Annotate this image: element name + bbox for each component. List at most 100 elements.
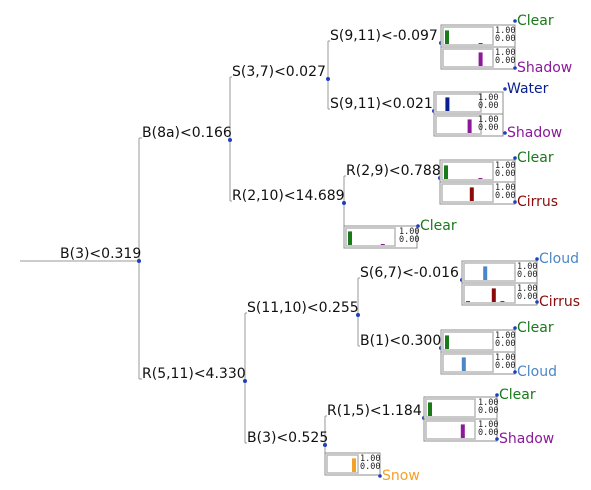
- histogram-bar: [352, 458, 356, 472]
- scale-min-label: 0.00: [495, 191, 515, 201]
- leaf-dot: [495, 393, 499, 397]
- node-dot: [243, 379, 247, 383]
- leaf-class-label: Shadow: [507, 125, 562, 141]
- split-label: B(1)<0.300: [360, 333, 441, 349]
- scale-max-label: 1.00: [495, 331, 515, 341]
- split-label: R(2,9)<0.788: [346, 163, 441, 179]
- leaf-dot: [535, 257, 539, 261]
- leaf-class-label: Water: [507, 81, 549, 97]
- histogram-bar: [348, 231, 352, 245]
- leaf-dot: [513, 200, 517, 204]
- scale-min-label: 0.00: [478, 406, 498, 416]
- histogram-bar: [445, 335, 449, 349]
- scale-max-label: 1.00: [495, 26, 515, 36]
- histogram-bar: [445, 30, 449, 44]
- histogram-plot: [435, 115, 482, 135]
- histogram-plot: [442, 48, 494, 68]
- split-label: R(5,11)<4.330: [142, 366, 246, 382]
- leaf-dot: [378, 474, 382, 478]
- histogram-bar: [428, 402, 432, 416]
- scale-max-label: 1.00: [495, 48, 515, 58]
- histogram-plot: [441, 183, 494, 203]
- node-dot: [228, 138, 232, 142]
- split-label: S(9,11)<-0.097: [330, 28, 438, 44]
- leaf-class-label: Clear: [420, 218, 457, 234]
- scale-min-label: 0.00: [478, 101, 498, 111]
- scale-max-label: 1.00: [495, 161, 515, 171]
- leaf-class-label: Shadow: [499, 431, 554, 447]
- split-label: R(1,5)<1.184: [327, 403, 422, 419]
- histogram-plot: [463, 284, 516, 304]
- scale-max-label: 1.00: [517, 262, 537, 272]
- leaf-node: 1.000.00 Shadow: [433, 113, 562, 141]
- scale-max-label: 1.00: [495, 353, 515, 363]
- leaf-dot: [503, 87, 507, 91]
- histogram-plot: [442, 331, 494, 351]
- histogram-plot: [463, 262, 516, 282]
- leaf-class-label: Cirrus: [539, 294, 580, 310]
- node-dot: [137, 259, 141, 263]
- leaf-node: 1.000.00 Shadow: [423, 418, 554, 447]
- histogram-plot: [442, 26, 494, 46]
- leaf-node: 1.000.00 Cirrus: [439, 181, 558, 210]
- scale-min-label: 0.00: [495, 339, 515, 349]
- scale-min-label: 0.00: [399, 235, 419, 245]
- histogram-bar: [483, 266, 488, 280]
- leaf-class-label: Clear: [517, 320, 554, 336]
- scale-max-label: 1.00: [478, 398, 498, 408]
- histogram-bar: [469, 187, 474, 201]
- split-label: S(9,11)<0.021: [330, 96, 433, 112]
- leaf-dot: [535, 300, 539, 304]
- node-dot: [323, 443, 327, 447]
- leaf-node: 1.000.00 Cirrus: [461, 282, 580, 310]
- node-dot: [326, 77, 330, 81]
- histogram-bar: [478, 52, 483, 66]
- histogram-plot: [345, 227, 396, 247]
- leaf-dot: [513, 370, 517, 374]
- histogram-bar: [466, 301, 470, 302]
- leaf-dot: [416, 224, 420, 228]
- histogram-bar: [444, 165, 448, 179]
- scale-min-label: 0.00: [517, 292, 537, 302]
- leaf-class-label: Cloud: [517, 364, 557, 380]
- histogram-plot: [441, 161, 494, 181]
- split-label: B(3)<0.525: [247, 430, 328, 446]
- scale-min-label: 0.00: [360, 462, 380, 472]
- scale-min-label: 0.00: [517, 270, 537, 280]
- leaf-class-label: Cloud: [539, 251, 579, 267]
- scale-max-label: 1.00: [478, 93, 498, 103]
- split-label: B(3)<0.319: [60, 246, 141, 262]
- split-label: B(8a)<0.166: [142, 125, 232, 141]
- split-label: S(6,7)<-0.016: [360, 265, 459, 281]
- histogram-bar: [467, 119, 472, 133]
- leaf-class-label: Clear: [499, 387, 536, 403]
- node-dot: [342, 201, 346, 205]
- scale-max-label: 1.00: [495, 183, 515, 193]
- histogram-bar: [460, 424, 465, 438]
- scale-max-label: 1.00: [399, 227, 419, 237]
- scale-max-label: 1.00: [478, 420, 498, 430]
- leaf-dot: [513, 156, 517, 160]
- leaf-node: 1.000.00 Shadow: [440, 46, 572, 76]
- histogram-plot: [425, 398, 476, 418]
- histogram-plot: [425, 420, 476, 440]
- scale-max-label: 1.00: [360, 454, 380, 464]
- leaf-class-label: Clear: [517, 150, 554, 166]
- scale-min-label: 0.00: [478, 123, 498, 133]
- leaf-class-label: Cirrus: [517, 194, 558, 210]
- split-label: R(2,10)<14.689: [232, 188, 345, 204]
- scale-min-label: 0.00: [495, 56, 515, 66]
- leaf-dot: [513, 66, 517, 70]
- histogram-bar: [461, 357, 466, 371]
- leaf-class-label: Clear: [517, 13, 554, 29]
- leaf-class-label: Shadow: [517, 60, 572, 76]
- leaf-dot: [503, 131, 507, 135]
- leaf-dot: [495, 437, 499, 441]
